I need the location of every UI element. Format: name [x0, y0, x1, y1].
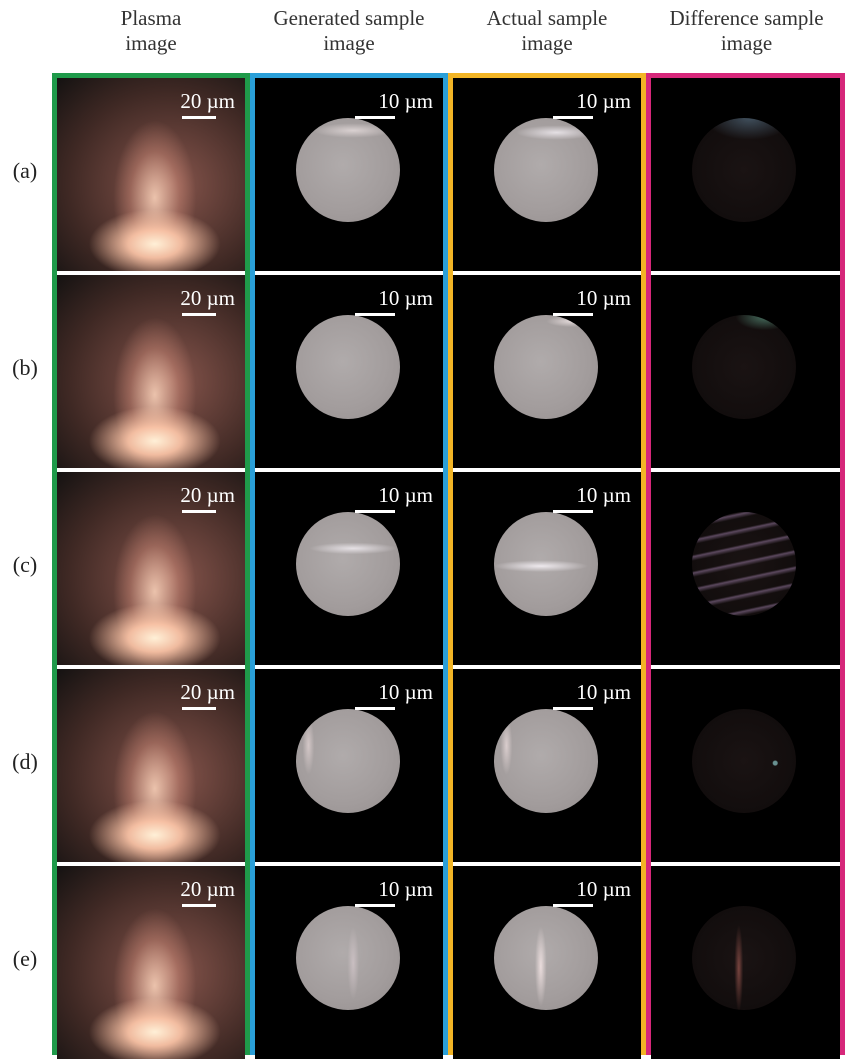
- scale-bar: [553, 904, 593, 907]
- column-header-plasma: Plasma image: [52, 6, 250, 68]
- plasma-glow: [57, 866, 245, 1059]
- column-header-difference-text: Difference sample image: [669, 6, 824, 55]
- scale-bar-label: 10 µm: [576, 89, 631, 113]
- plasma-image-a: 20 µm: [57, 78, 245, 271]
- actual-image-b: 10 µm: [453, 275, 641, 468]
- actual-sample-disc: [494, 906, 598, 1010]
- plasma-glow: [57, 275, 245, 468]
- column-header-difference: Difference sample image: [646, 6, 847, 68]
- scale-bar: [355, 510, 395, 513]
- scale-bar-label: 10 µm: [576, 680, 631, 704]
- difference-column: [646, 73, 845, 1059]
- generated-image-b: 10 µm: [255, 275, 443, 468]
- plasma-glow: [57, 669, 245, 862]
- scale-bar-label: 10 µm: [378, 877, 433, 901]
- scale-bar: [182, 904, 216, 907]
- scale-bar-label: 10 µm: [576, 286, 631, 310]
- column-header-actual: Actual sample image: [448, 6, 646, 68]
- scale-bar: [182, 116, 216, 119]
- scale-bar: [182, 707, 216, 710]
- generated-image-d: 10 µm: [255, 669, 443, 862]
- plasma-image-b: 20 µm: [57, 275, 245, 468]
- actual-cells: 10 µm 10 µm 10 µm 10 µm 10 µm: [453, 78, 641, 1059]
- difference-image-e: [651, 866, 840, 1059]
- row-label-b: (b): [12, 355, 38, 380]
- row-label-d: (d): [12, 749, 38, 774]
- generated-column: 10 µm 10 µm 10 µm 10 µm 10 µm: [250, 73, 448, 1059]
- actual-image-d: 10 µm: [453, 669, 641, 862]
- generated-sample-disc: [296, 315, 400, 419]
- difference-image-c: [651, 472, 840, 665]
- plasma-column: 20 µm 20 µm 20 µm 20 µm 20 µm: [52, 73, 250, 1059]
- plasma-image-c: 20 µm: [57, 472, 245, 665]
- scale-bar: [355, 313, 395, 316]
- row-label-e: (e): [12, 946, 38, 971]
- difference-cells: [651, 78, 840, 1059]
- scale-bar-label: 20 µm: [180, 286, 235, 310]
- scale-bar: [355, 707, 395, 710]
- row-label-c: (c): [12, 552, 38, 577]
- scale-bar: [355, 116, 395, 119]
- generated-sample-disc: [296, 118, 400, 222]
- difference-sample-disc: [692, 709, 796, 813]
- actual-image-c: 10 µm: [453, 472, 641, 665]
- plasma-glow: [57, 472, 245, 665]
- scale-bar: [553, 707, 593, 710]
- actual-sample-disc: [494, 709, 598, 813]
- generated-sample-disc: [296, 906, 400, 1010]
- generated-sample-disc: [296, 709, 400, 813]
- scale-bar: [355, 904, 395, 907]
- column-header-generated-text: Generated sample image: [273, 6, 425, 55]
- scale-bar: [182, 510, 216, 513]
- actual-image-a: 10 µm: [453, 78, 641, 271]
- scale-bar-label: 10 µm: [378, 89, 433, 113]
- plasma-cells: 20 µm 20 µm 20 µm 20 µm 20 µm: [57, 78, 245, 1059]
- scale-bar-label: 10 µm: [576, 483, 631, 507]
- scale-bar-label: 10 µm: [576, 877, 631, 901]
- difference-image-b: [651, 275, 840, 468]
- difference-sample-disc: [692, 906, 796, 1010]
- difference-sample-disc: [692, 315, 796, 419]
- plasma-image-e: 20 µm: [57, 866, 245, 1059]
- generated-image-a: 10 µm: [255, 78, 443, 271]
- scale-bar: [553, 116, 593, 119]
- generated-image-c: 10 µm: [255, 472, 443, 665]
- difference-sample-disc: [692, 512, 796, 616]
- scale-bar: [553, 313, 593, 316]
- actual-image-e: 10 µm: [453, 866, 641, 1059]
- difference-image-a: [651, 78, 840, 271]
- column-header-actual-text: Actual sample image: [486, 6, 608, 55]
- actual-sample-disc: [494, 118, 598, 222]
- row-label-a: (a): [12, 158, 38, 183]
- column-header-generated: Generated sample image: [250, 6, 448, 68]
- difference-image-d: [651, 669, 840, 862]
- plasma-glow: [57, 78, 245, 271]
- scale-bar: [553, 510, 593, 513]
- scale-bar-label: 10 µm: [378, 286, 433, 310]
- actual-column: 10 µm 10 µm 10 µm 10 µm 10 µm: [448, 73, 646, 1059]
- scale-bar: [182, 313, 216, 316]
- scale-bar-label: 20 µm: [180, 483, 235, 507]
- scale-bar-label: 20 µm: [180, 877, 235, 901]
- column-header-plasma-text: Plasma image: [120, 6, 182, 55]
- scale-bar-label: 20 µm: [180, 89, 235, 113]
- generated-cells: 10 µm 10 µm 10 µm 10 µm 10 µm: [255, 78, 443, 1059]
- actual-sample-disc: [494, 315, 598, 419]
- plasma-image-d: 20 µm: [57, 669, 245, 862]
- generated-image-e: 10 µm: [255, 866, 443, 1059]
- generated-sample-disc: [296, 512, 400, 616]
- scale-bar-label: 10 µm: [378, 483, 433, 507]
- difference-sample-disc: [692, 118, 796, 222]
- actual-sample-disc: [494, 512, 598, 616]
- scale-bar-label: 10 µm: [378, 680, 433, 704]
- scale-bar-label: 20 µm: [180, 680, 235, 704]
